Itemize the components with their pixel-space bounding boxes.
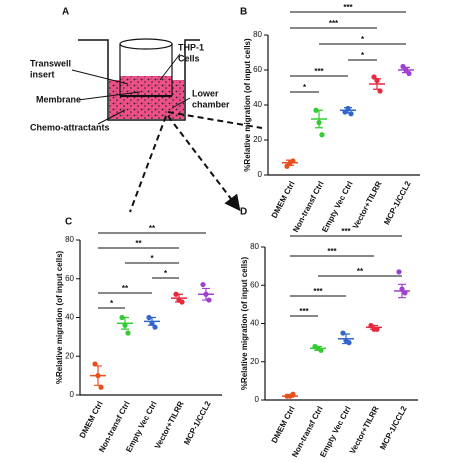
significance-label: *** (343, 3, 353, 12)
y-tick-label: 80 (253, 30, 262, 39)
dashed-arrows (129, 111, 263, 212)
panel-label: A (62, 7, 69, 18)
y-axis-label: %Relative migration (of input cells) (243, 38, 252, 172)
error-bar (202, 287, 210, 301)
significance-label: *** (313, 287, 323, 296)
data-point (348, 111, 354, 117)
y-tick-label: 80 (250, 242, 259, 251)
pointer-lines (71, 53, 191, 125)
x-tick-label: MCP-1/CCL2 (378, 404, 409, 451)
insert-walls (119, 44, 173, 96)
data-point (319, 132, 325, 138)
y-axis-label: %Relative migration (of input cells) (55, 250, 64, 384)
y-tick-label: 60 (65, 274, 74, 283)
panel-label: C (65, 217, 72, 228)
significance-label: * (303, 83, 307, 92)
significance-label: ** (135, 239, 142, 248)
x-tick-label: DMEM Ctrl (270, 405, 297, 445)
significance-label: *** (329, 19, 339, 28)
x-tick-label: Vector+TILRR (348, 405, 381, 456)
data-point (98, 384, 104, 390)
y-tick-label: 0 (258, 170, 263, 179)
y-tick-label: 60 (250, 280, 259, 289)
insert-fluid (120, 76, 172, 96)
error-bar (94, 365, 102, 386)
diagram-label: Transwell (30, 58, 71, 68)
data-point (406, 70, 412, 77)
y-tick-label: 20 (253, 135, 262, 144)
error-bar (286, 394, 294, 398)
significance-label: ** (122, 284, 129, 293)
diagram-label: Cells (178, 53, 200, 63)
y-tick-label: 60 (253, 65, 262, 74)
y-tick-label: 40 (253, 100, 262, 109)
significance-label: *** (341, 227, 351, 236)
transwell-diagram (71, 38, 263, 212)
error-bar (314, 345, 322, 351)
diagram-label: Lower (192, 88, 219, 98)
error-bar (286, 159, 294, 166)
significance-label: *** (327, 247, 337, 256)
error-bar (175, 293, 183, 303)
x-tick-label: Non-transf Ctrl (291, 180, 325, 234)
error-bar (148, 316, 156, 326)
significance-label: * (150, 254, 154, 263)
data-point (152, 324, 158, 330)
data-point (200, 281, 206, 288)
error-bar (373, 78, 381, 90)
diagram-label: chamber (192, 99, 230, 109)
error-bar (398, 283, 406, 299)
data-point (340, 330, 346, 336)
significance-label: ** (357, 267, 364, 276)
error-bar (315, 109, 323, 129)
panel-label: D (240, 207, 247, 218)
error-bar (344, 107, 352, 114)
y-tick-label: 20 (65, 351, 74, 360)
error-bar (342, 333, 350, 345)
significance-label: * (110, 299, 114, 308)
x-tick-label: DMEM Ctrl (78, 400, 105, 440)
insert-rim (119, 38, 173, 50)
y-tick-label: 40 (250, 319, 259, 328)
significance-label: *** (314, 67, 324, 76)
y-tick-label: 80 (65, 235, 74, 244)
x-tick-label: Vector+TILRR (351, 180, 384, 231)
x-tick-label: Empty Vec Ctrl (320, 180, 354, 234)
x-tick-label: MCP-1/CCL2 (182, 399, 213, 446)
data-point (125, 330, 131, 336)
y-tick-label: 0 (70, 390, 75, 399)
y-tick-label: 20 (250, 357, 259, 366)
x-tick-label: MCP-1/CCL2 (382, 179, 413, 226)
outer-chamber (78, 39, 200, 121)
significance-label: * (361, 51, 365, 60)
data-point (92, 361, 98, 367)
diagram-label: insert (30, 69, 55, 79)
x-tick-label: DMEM Ctrl (270, 180, 297, 220)
significance-label: * (361, 35, 365, 44)
x-tick-label: Vector+TILRR (153, 400, 186, 451)
y-axis-label: %Relative migration (of input cells) (240, 256, 249, 390)
diagram-label: Membrane (36, 94, 81, 104)
y-tick-label: 40 (65, 313, 74, 322)
error-bar (121, 316, 129, 330)
significance-label: ** (149, 224, 156, 233)
y-tick-label: 0 (255, 395, 260, 404)
panel-label: B (240, 7, 247, 18)
significance-label: *** (299, 307, 309, 316)
data-point (396, 269, 402, 275)
diagram-label: THP-1 (178, 42, 204, 52)
error-bar (370, 324, 378, 330)
data-point (346, 340, 352, 346)
error-bar (402, 66, 410, 74)
significance-label: * (164, 269, 168, 278)
diagram-label: Chemo-attractants (30, 122, 110, 132)
